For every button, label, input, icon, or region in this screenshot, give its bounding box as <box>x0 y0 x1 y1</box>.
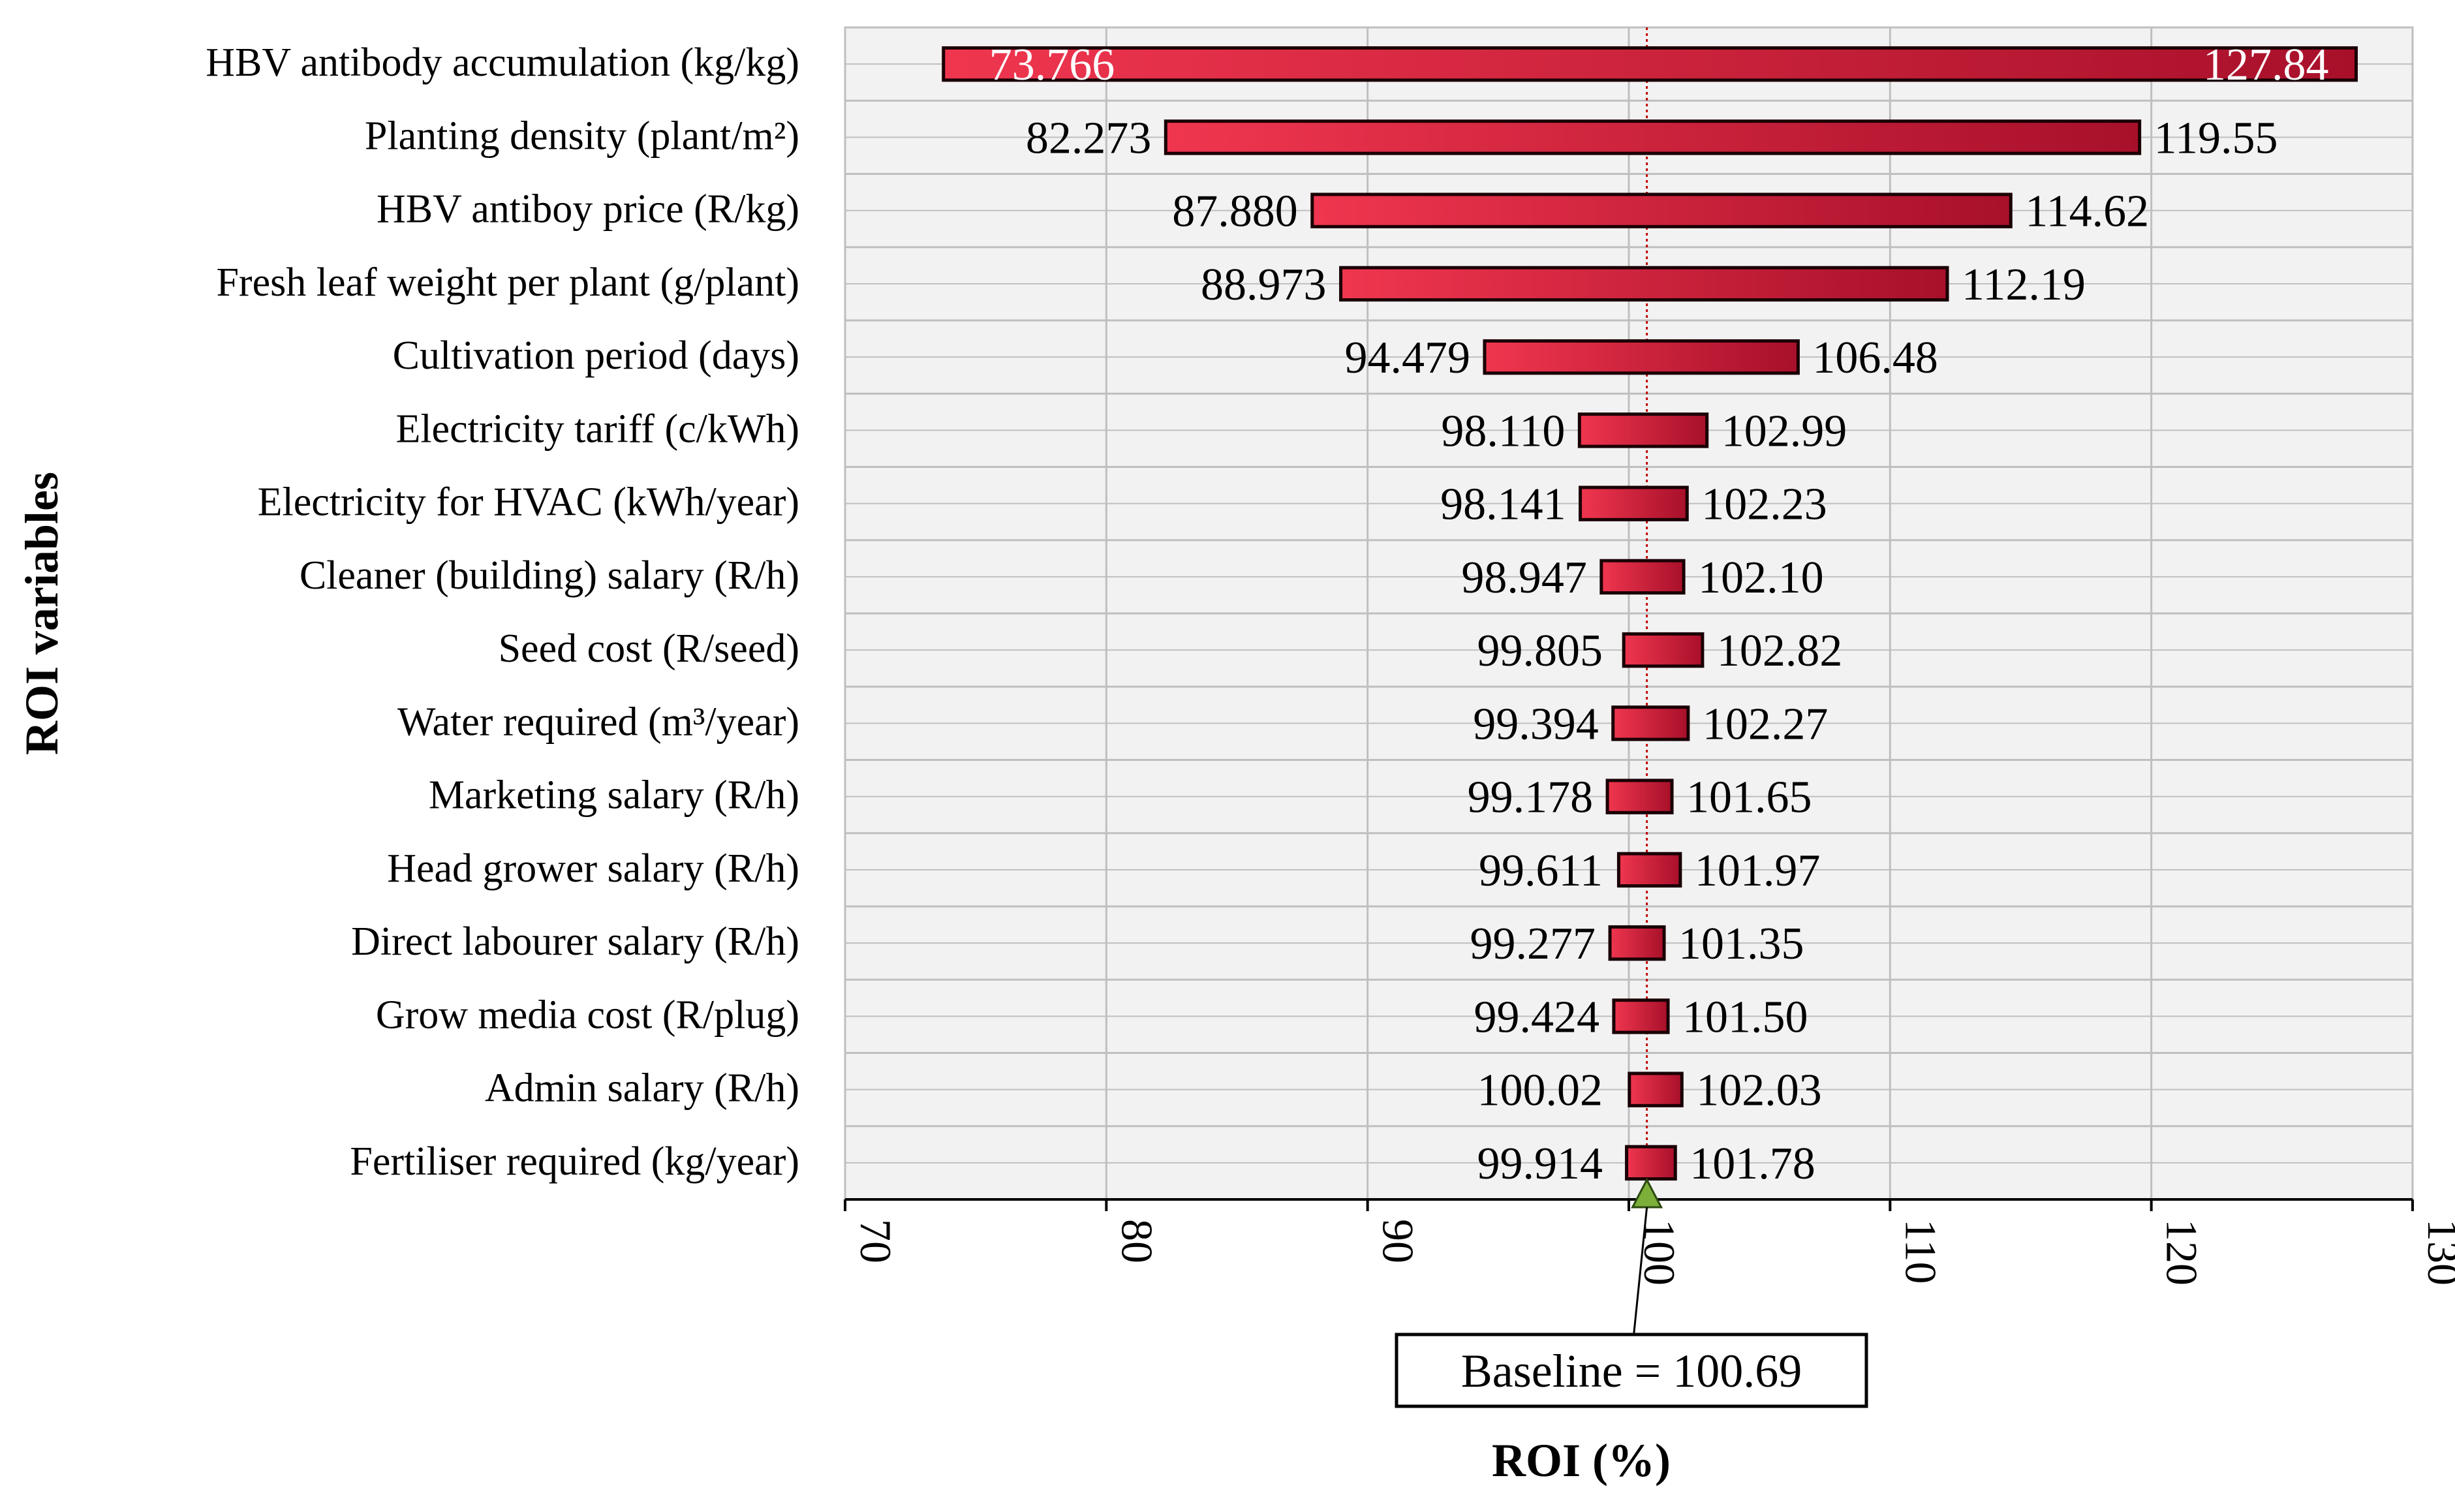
bar-low-label: 99.611 <box>1479 846 1603 896</box>
bar-8 <box>1599 559 1686 595</box>
category-label: Fertiliser required (kg/year) <box>350 1139 799 1184</box>
bar-2 <box>1164 119 2142 155</box>
x-tick-label: 70 <box>851 1219 901 1263</box>
category-label: Grow media cost (R/plug) <box>376 993 799 1037</box>
bar-low-label: 99.277 <box>1470 919 1596 969</box>
bar-high-label: 114.62 <box>2025 187 2149 237</box>
category-label: Fresh leaf weight per plant (g/plant) <box>216 260 799 305</box>
category-labels: HBV antibody accumulation (kg/kg) Plantin… <box>206 40 799 1184</box>
category-label: Head grower salary (R/h) <box>387 846 799 891</box>
bar-3 <box>1310 193 2013 228</box>
x-tick-label: 90 <box>1374 1219 1423 1263</box>
bar-4 <box>1339 266 1949 302</box>
baseline-callout-label: Baseline = 100.69 <box>1461 1345 1802 1397</box>
x-tick-label: 110 <box>1896 1219 1945 1284</box>
bar-low-label: 73.766 <box>989 40 1115 90</box>
bar-low-label: 99.394 <box>1473 699 1599 749</box>
x-tick-label: 120 <box>2157 1219 2207 1286</box>
bar-low-label: 98.947 <box>1461 553 1587 603</box>
bar-low-label: 99.424 <box>1474 992 1599 1042</box>
category-label: Electricity tariff (c/kWh) <box>395 407 799 451</box>
category-label: Seed cost (R/seed) <box>499 626 799 671</box>
bar-high-label: 101.50 <box>1682 992 1808 1042</box>
bar-1 <box>942 46 2358 82</box>
bar-13 <box>1608 925 1666 961</box>
category-label: Marketing salary (R/h) <box>429 773 799 818</box>
bar-high-label: 102.82 <box>1717 626 1843 676</box>
x-tick-label: 130 <box>2418 1219 2455 1286</box>
baseline-pointer-line <box>1633 1207 1648 1335</box>
category-label: Admin salary (R/h) <box>485 1066 799 1111</box>
bar-15 <box>1628 1072 1684 1107</box>
baseline-callout-box <box>1395 1333 1868 1408</box>
bar-12 <box>1616 852 1682 888</box>
bar-high-label: 102.23 <box>1701 480 1827 530</box>
baseline-annotation: Baseline = 100.69 <box>1395 1207 1868 1408</box>
bar-10 <box>1611 705 1690 741</box>
bar-9 <box>1622 632 1705 668</box>
category-label: Electricity for HVAC (kWh/year) <box>258 480 799 525</box>
bar-high-label: 106.48 <box>1812 333 1938 383</box>
bar-high-label: 119.55 <box>2154 113 2278 163</box>
bar-low-label: 88.973 <box>1201 260 1327 310</box>
category-label: Cleaner (building) salary (R/h) <box>300 553 799 598</box>
bar-6 <box>1577 412 1709 448</box>
bar-low-label: 100.02 <box>1477 1066 1603 1116</box>
bar-high-label: 101.78 <box>1690 1139 1815 1189</box>
category-label: Planting density (plant/m²) <box>365 114 799 158</box>
x-axis: 70 80 90 100 110 120 130 <box>844 1177 2455 1286</box>
bar-16 <box>1625 1145 1677 1181</box>
bar-high-label: 102.27 <box>1703 699 1829 749</box>
category-label: Water required (m³/year) <box>397 700 799 744</box>
x-axis-title: ROI (%) <box>1492 1434 1671 1487</box>
y-axis-title: ROI variables <box>16 472 68 755</box>
bar-low-label: 98.141 <box>1440 480 1566 530</box>
value-labels: 73.766 127.84 82.273 119.55 87.880 114.62 88.9… <box>989 40 2329 1189</box>
bar-high-label: 127.84 <box>2203 40 2329 90</box>
bar-low-label: 99.914 <box>1477 1139 1603 1189</box>
bar-high-label: 101.35 <box>1678 919 1804 969</box>
bar-high-label: 102.03 <box>1696 1066 1822 1116</box>
bar-14 <box>1612 998 1670 1034</box>
bars <box>942 46 2358 1181</box>
bar-low-label: 82.273 <box>1026 113 1152 163</box>
x-tick-label: 80 <box>1112 1219 1162 1263</box>
bar-11 <box>1605 779 1674 814</box>
bar-low-label: 99.805 <box>1477 626 1603 676</box>
bar-low-label: 87.880 <box>1172 187 1298 237</box>
bar-high-label: 112.19 <box>1962 260 2086 310</box>
category-label: HBV antiboy price (R/kg) <box>377 187 799 232</box>
category-label: Direct labourer salary (R/h) <box>351 919 799 964</box>
bar-7 <box>1579 486 1689 521</box>
bar-low-label: 94.479 <box>1344 333 1470 383</box>
bar-5 <box>1483 339 1800 375</box>
category-label: Cultivation period (days) <box>393 333 799 378</box>
bar-high-label: 101.65 <box>1686 773 1812 823</box>
category-label: HBV antibody accumulation (kg/kg) <box>206 40 799 85</box>
bar-low-label: 98.110 <box>1441 406 1565 456</box>
bar-high-label: 102.99 <box>1722 406 1847 456</box>
bar-high-label: 101.97 <box>1695 846 1821 896</box>
bar-high-label: 102.10 <box>1698 553 1824 603</box>
bar-low-label: 99.178 <box>1468 773 1594 823</box>
